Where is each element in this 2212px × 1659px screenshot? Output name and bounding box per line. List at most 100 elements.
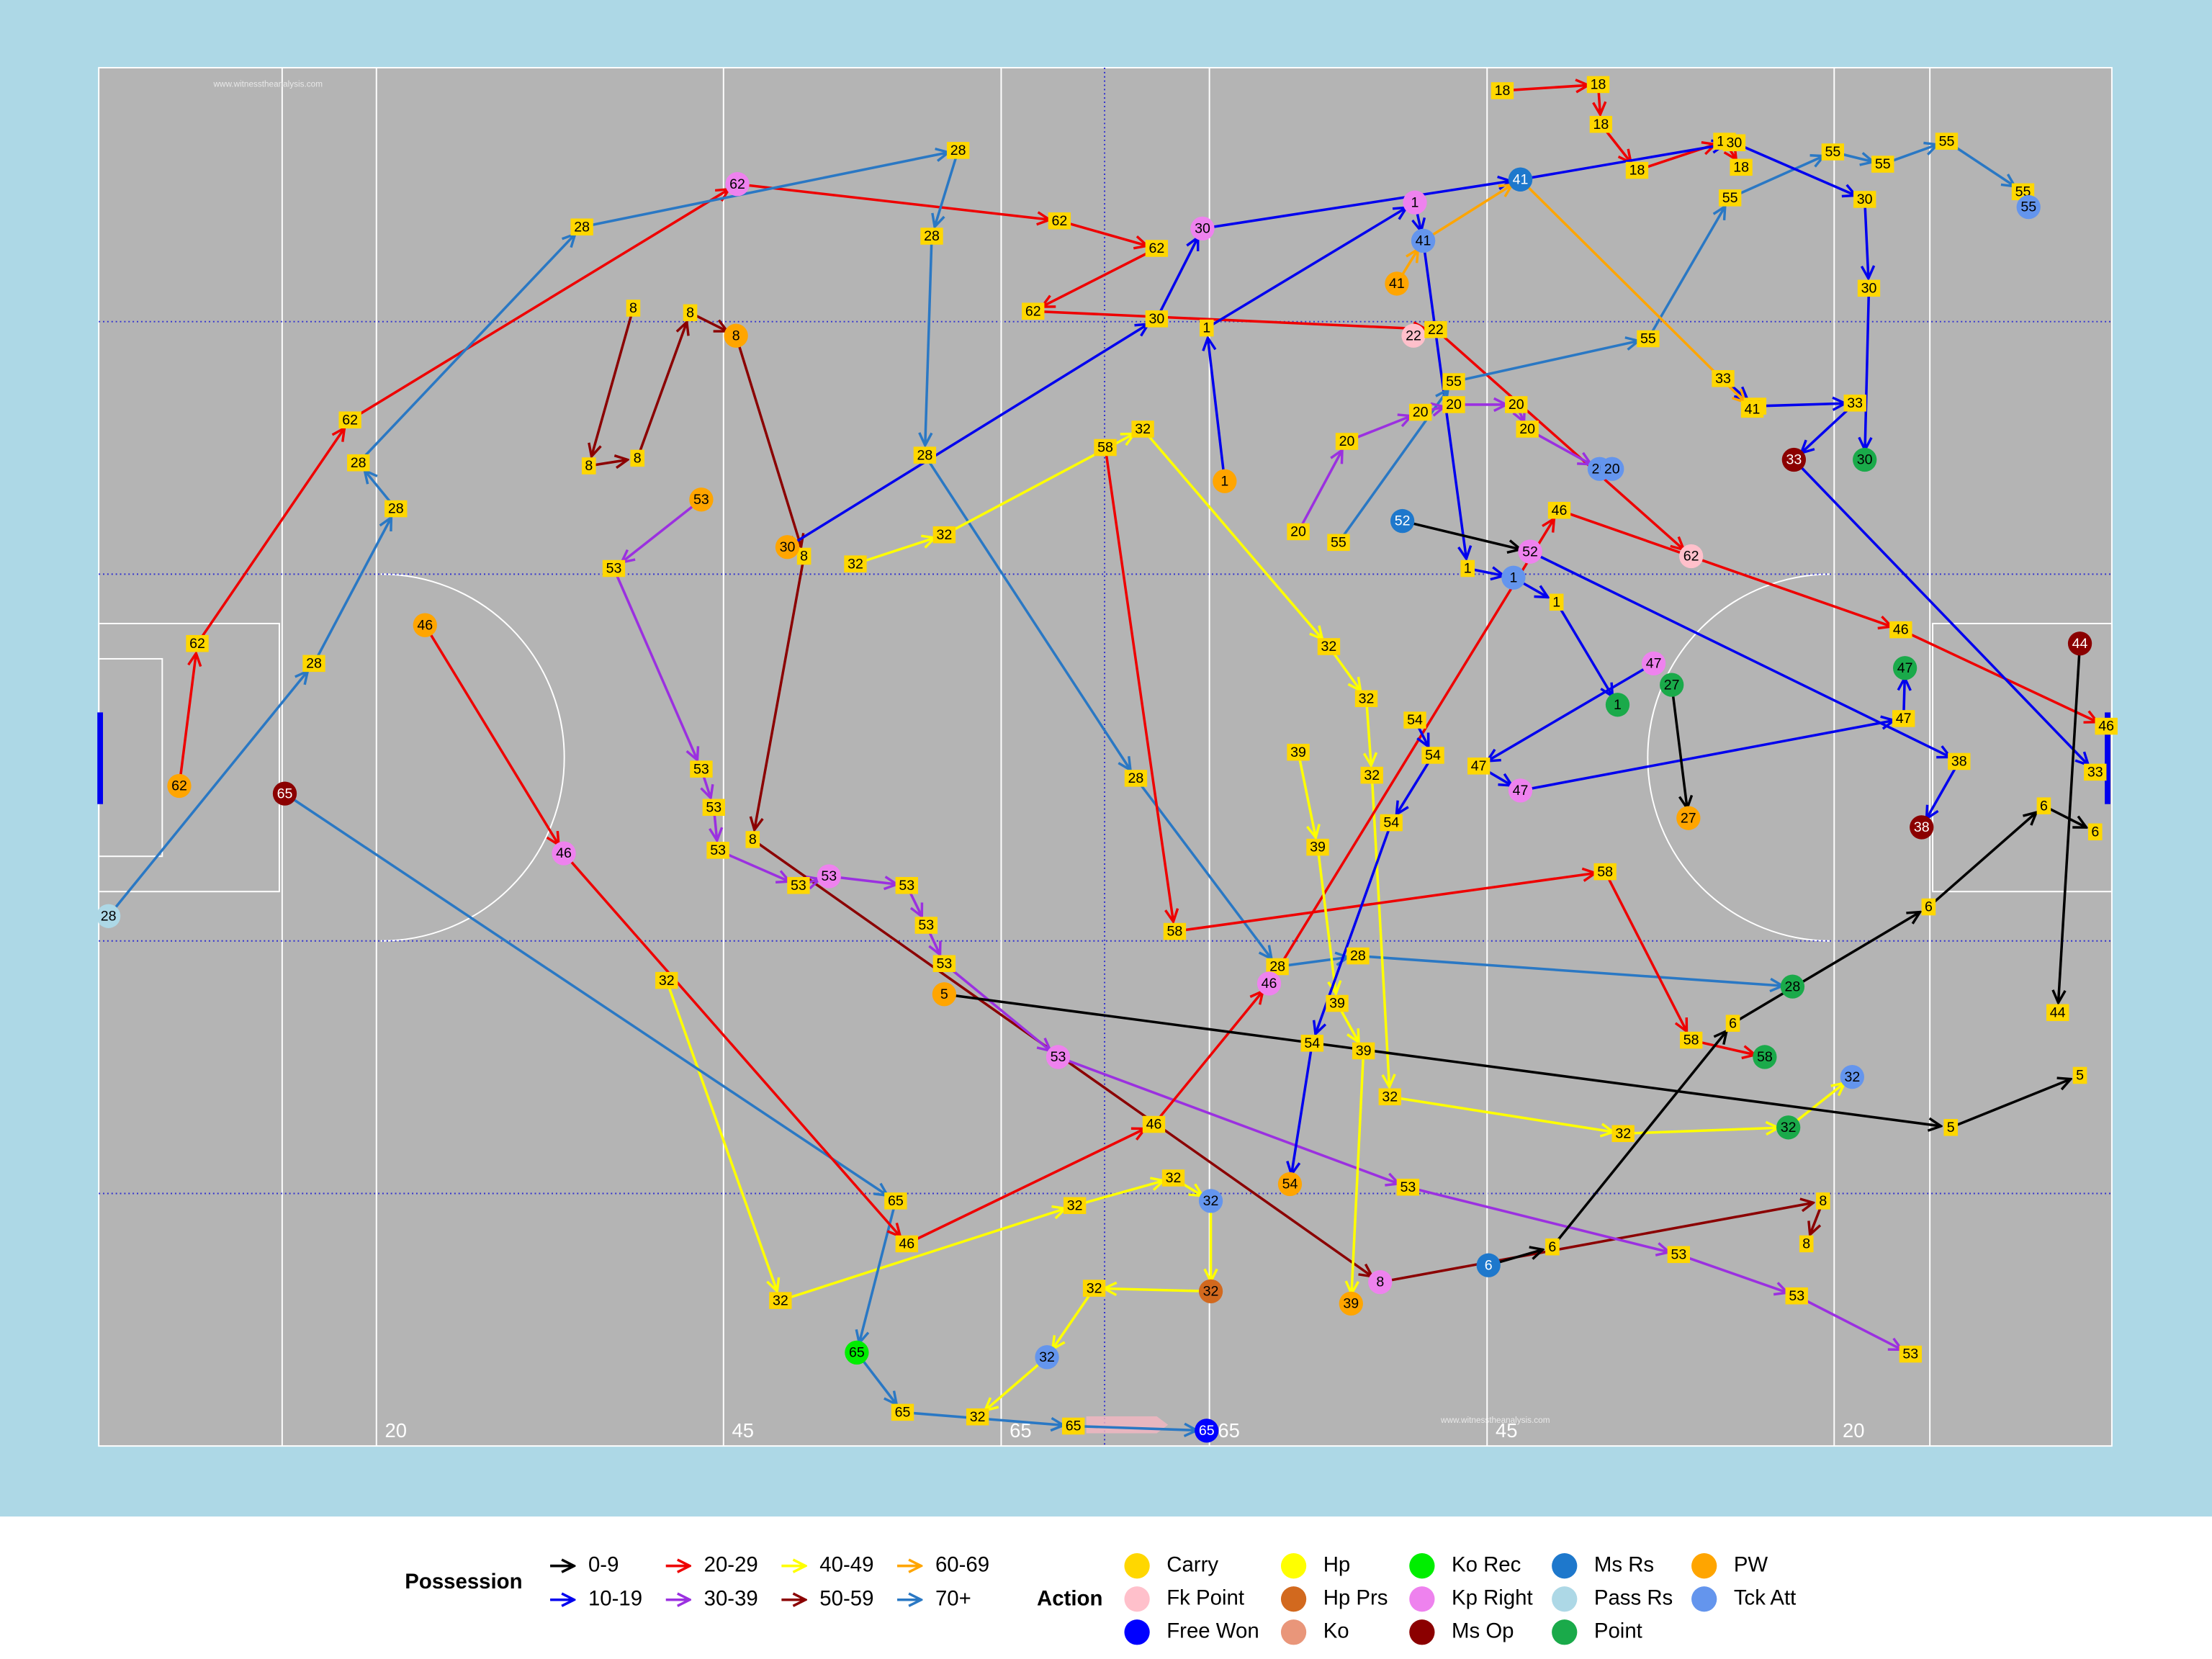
node-label: 8 bbox=[585, 458, 593, 474]
pass-arrow bbox=[1277, 957, 1348, 968]
pass-arrow bbox=[925, 235, 933, 445]
pass-arrow bbox=[1796, 1295, 1902, 1350]
event-node bbox=[920, 228, 943, 245]
event-node bbox=[1840, 1064, 1864, 1089]
event-node bbox=[1190, 216, 1215, 241]
event-node bbox=[1082, 1280, 1106, 1297]
pass-arrow bbox=[1407, 1186, 1669, 1252]
node-label: 20 bbox=[1413, 405, 1429, 421]
pass-arrow bbox=[943, 962, 1051, 1051]
node-label: 55 bbox=[1875, 156, 1891, 172]
node-label: 41 bbox=[1416, 233, 1431, 249]
legend-label: Fk Point bbox=[1166, 1586, 1244, 1610]
event-node bbox=[1442, 396, 1465, 413]
event-node bbox=[913, 446, 937, 464]
node-label: 32 bbox=[773, 1292, 788, 1308]
pass-arrow bbox=[1297, 752, 1316, 837]
pass-arrow bbox=[1316, 847, 1336, 994]
event-node bbox=[1131, 421, 1154, 438]
legend-swatch bbox=[1691, 1553, 1717, 1579]
event-node bbox=[1637, 330, 1660, 348]
pass-arrow bbox=[1357, 954, 1783, 986]
event-node bbox=[1411, 228, 1436, 253]
node-label: 62 bbox=[729, 176, 745, 192]
event-node bbox=[1725, 1015, 1740, 1032]
pass-arrow bbox=[1551, 1031, 1727, 1248]
node-label: 8 bbox=[1802, 1236, 1810, 1252]
pass-arrow bbox=[1529, 550, 1950, 757]
event-node bbox=[1424, 320, 1447, 338]
node-label: 41 bbox=[1745, 401, 1761, 417]
pass-arrow bbox=[906, 1129, 1145, 1246]
node-label: 6 bbox=[2091, 824, 2099, 840]
node-label: 53 bbox=[1789, 1288, 1804, 1304]
event-node bbox=[775, 535, 800, 559]
pass-arrow bbox=[1202, 181, 1511, 230]
node-label: 39 bbox=[1290, 745, 1306, 760]
node-label: 39 bbox=[1356, 1043, 1372, 1059]
event-node bbox=[1676, 806, 1701, 830]
node-label: 65 bbox=[1199, 1423, 1215, 1439]
node-label: 27 bbox=[1681, 810, 1696, 826]
event-node bbox=[1722, 134, 1746, 152]
legend-swatch bbox=[1409, 1586, 1435, 1612]
node-label: 28 bbox=[1269, 959, 1285, 975]
event-node bbox=[1048, 212, 1071, 230]
node-label: 32 bbox=[848, 556, 863, 572]
node-label: 5 bbox=[940, 986, 948, 1002]
node-label: 32 bbox=[1321, 639, 1337, 655]
node-label: 6 bbox=[1925, 899, 1933, 915]
node-label: 32 bbox=[1087, 1280, 1102, 1296]
event-node bbox=[1421, 747, 1444, 764]
node-label: 28 bbox=[351, 455, 367, 471]
pass-arrow bbox=[1519, 179, 1745, 402]
legend-label: 0-9 bbox=[588, 1552, 619, 1576]
event-node bbox=[1094, 439, 1117, 457]
node-label: 22 bbox=[1406, 328, 1421, 343]
event-node bbox=[932, 526, 956, 544]
event-node bbox=[626, 300, 641, 317]
node-label: 28 bbox=[1128, 770, 1144, 786]
node-label: 28 bbox=[950, 143, 966, 158]
x-tick-label: 45 bbox=[1496, 1419, 1517, 1442]
node-label: 1 bbox=[1614, 697, 1622, 713]
event-node bbox=[2046, 1004, 2069, 1022]
node-label: 46 bbox=[1262, 976, 1277, 992]
pass-arrow bbox=[717, 849, 789, 881]
node-label: 62 bbox=[1052, 213, 1068, 229]
event-node bbox=[2072, 1066, 2087, 1084]
pass-arrow bbox=[1950, 1079, 2071, 1129]
event-node bbox=[2036, 797, 2051, 814]
event-node bbox=[1593, 863, 1617, 881]
event-node bbox=[1409, 403, 1432, 421]
node-label: 53 bbox=[936, 956, 952, 971]
node-label: 54 bbox=[1407, 712, 1423, 728]
event-node bbox=[1256, 971, 1282, 996]
event-node bbox=[1491, 82, 1514, 99]
pass-arrow bbox=[1402, 519, 1521, 549]
pass-arrow bbox=[1670, 684, 1687, 808]
node-label: 41 bbox=[1389, 276, 1405, 292]
node-label: 53 bbox=[710, 842, 726, 858]
node-label: 65 bbox=[895, 1405, 911, 1421]
pass-arrow bbox=[786, 324, 1148, 549]
node-label: 46 bbox=[2098, 719, 2114, 734]
pass-arrow bbox=[591, 307, 635, 457]
legend-swatch bbox=[1124, 1553, 1150, 1579]
pass-arrow bbox=[1104, 1288, 1211, 1291]
node-label: 28 bbox=[1350, 948, 1366, 964]
node-label: 62 bbox=[342, 412, 358, 428]
event-node bbox=[1277, 1172, 1303, 1197]
pass-arrow bbox=[1946, 140, 2015, 186]
node-label: 58 bbox=[1097, 440, 1113, 456]
event-node bbox=[1390, 508, 1415, 534]
node-label: 33 bbox=[1715, 371, 1731, 387]
node-label: 33 bbox=[1847, 395, 1863, 411]
event-node bbox=[914, 917, 938, 934]
legend-title: Possession bbox=[405, 1570, 522, 1593]
node-label: 58 bbox=[1597, 864, 1613, 880]
node-label: 47 bbox=[1896, 711, 1912, 727]
node-label: 53 bbox=[918, 917, 934, 933]
event-node bbox=[745, 831, 760, 848]
pass-arrow bbox=[1434, 328, 1684, 550]
